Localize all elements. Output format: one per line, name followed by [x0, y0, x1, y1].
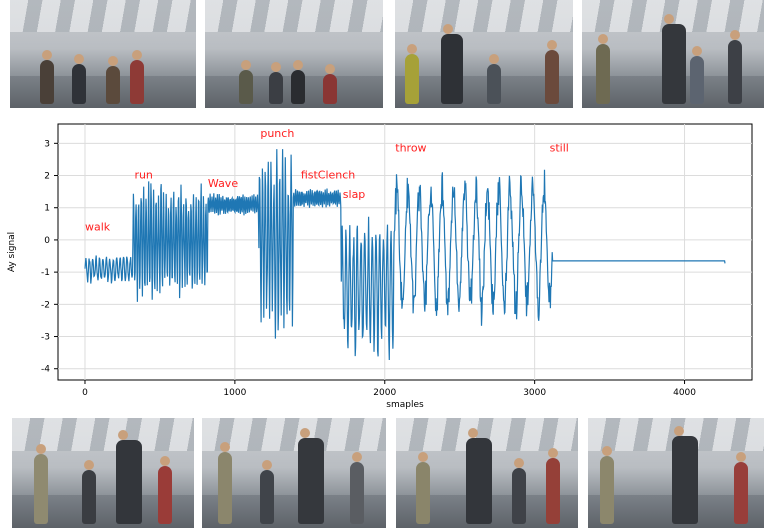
video-frame-1: [10, 0, 196, 108]
activity-label-run: run: [134, 169, 152, 182]
y-tick-label: 2: [44, 172, 50, 182]
video-frame-8: [588, 418, 764, 528]
video-frame-6: [202, 418, 386, 528]
activity-label-slap: slap: [343, 188, 366, 201]
y-tick-label: 1: [44, 204, 50, 214]
activity-label-punch: punch: [260, 127, 294, 140]
activity-label-throw: throw: [395, 141, 426, 154]
x-tick-label: 3000: [523, 388, 546, 398]
activity-label-still: still: [550, 141, 569, 154]
activity-label-walk: walk: [85, 220, 111, 233]
activity-label-fistclench: fistClench: [301, 169, 355, 182]
y-tick-label: -1: [41, 268, 50, 278]
ay-signal-chart-svg: -4 -3 -2 -1 0 1 2 3 0 1000 2000 3000 4000 walk run Wa…: [7, 123, 753, 410]
y-axis-label: Ay signal: [7, 232, 17, 272]
video-frame-2: [205, 0, 383, 108]
x-tick-label: 0: [82, 388, 88, 398]
video-frame-7: [396, 418, 578, 528]
y-ticks: -4 -3 -2 -1 0 1 2 3: [41, 139, 58, 375]
activity-labels: walk run Wave punch fistClench slap throw still: [85, 127, 569, 233]
video-frame-4: [582, 0, 764, 108]
grid-lines: [58, 124, 752, 380]
x-ticks: 0 1000 2000 3000 4000: [82, 380, 696, 398]
y-tick-label: -3: [41, 333, 50, 343]
x-tick-label: 4000: [673, 388, 696, 398]
y-tick-label: -4: [41, 365, 50, 375]
y-tick-label: -2: [41, 300, 50, 310]
y-tick-label: 3: [44, 139, 50, 149]
ay-signal-chart: -4 -3 -2 -1 0 1 2 3 0 1000 2000 3000 4000 walk run Wa…: [0, 118, 764, 418]
x-tick-label: 1000: [223, 388, 246, 398]
x-axis-label: smaples: [386, 400, 424, 410]
x-tick-label: 2000: [373, 388, 396, 398]
ay-signal-line: [84, 149, 726, 361]
video-frame-3: [395, 0, 573, 108]
video-frame-5: [12, 418, 194, 528]
bottom-video-frames: [0, 418, 764, 528]
top-video-frames: [0, 0, 764, 108]
activity-label-wave: Wave: [208, 177, 238, 190]
y-tick-label: 0: [44, 236, 50, 246]
